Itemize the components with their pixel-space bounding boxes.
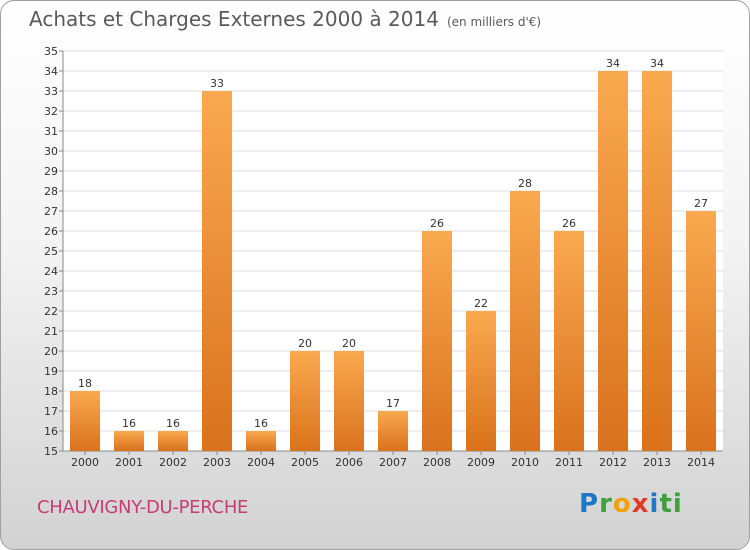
y-tick-label: 16 <box>44 425 58 438</box>
chart-title-text: Achats et Charges Externes 2000 à 2014 <box>29 7 439 31</box>
axes: 15 16 17 18 19 20 21 22 23 24 25 26 27 28 29 30 31 32 33 34… <box>44 45 723 469</box>
bar-2013[interactable] <box>642 71 672 451</box>
logo-letter: ti <box>659 489 683 519</box>
proxiti-logo[interactable]: Proxiti <box>579 489 683 519</box>
bar-2000[interactable] <box>70 391 100 451</box>
bar-2008[interactable] <box>422 231 452 451</box>
x-tick-label: 2014 <box>687 456 715 469</box>
data-label: 16 <box>166 417 180 430</box>
data-label: 17 <box>386 397 400 410</box>
data-label: 34 <box>606 57 620 70</box>
data-label: 20 <box>298 337 312 350</box>
logo-letter: P <box>579 489 600 519</box>
y-tick-label: 25 <box>44 245 58 258</box>
data-label: 28 <box>518 177 532 190</box>
bar-2002[interactable] <box>158 431 188 451</box>
y-tick-label: 23 <box>44 285 58 298</box>
bars <box>70 71 716 451</box>
bar-2009[interactable] <box>466 311 496 451</box>
x-tick-label: 2009 <box>467 456 495 469</box>
data-label: 26 <box>562 217 576 230</box>
x-tick-label: 2004 <box>247 456 275 469</box>
logo-letter: x <box>631 489 650 519</box>
bar-2006[interactable] <box>334 351 364 451</box>
data-label: 16 <box>122 417 136 430</box>
data-label: 18 <box>78 377 92 390</box>
logo-letter: i <box>649 489 660 519</box>
y-tick-label: 28 <box>44 185 58 198</box>
bar-2003[interactable] <box>202 91 232 451</box>
y-tick-label: 33 <box>44 85 58 98</box>
x-tick-label: 2011 <box>555 456 583 469</box>
x-tick-label: 2006 <box>335 456 363 469</box>
x-tick-label: 2008 <box>423 456 451 469</box>
data-labels: 18 16 16 33 16 20 20 17 26 22 28 26 34 34 27 <box>78 57 708 430</box>
bar-2001[interactable] <box>114 431 144 451</box>
town-name: CHAUVIGNY-DU-PERCHE <box>37 497 249 518</box>
chart-title: Achats et Charges Externes 2000 à 2014 (e… <box>29 7 541 31</box>
x-tick-label: 2001 <box>115 456 143 469</box>
bar-2004[interactable] <box>246 431 276 451</box>
bar-2007[interactable] <box>378 411 408 451</box>
y-tick-label: 17 <box>44 405 58 418</box>
data-label: 22 <box>474 297 488 310</box>
x-tick-label: 2000 <box>71 456 99 469</box>
y-tick-label: 29 <box>44 165 58 178</box>
y-tick-label: 32 <box>44 105 58 118</box>
y-tick-label: 24 <box>44 265 58 278</box>
data-label: 26 <box>430 217 444 230</box>
y-tick-label: 22 <box>44 305 58 318</box>
x-tick-label: 2002 <box>159 456 187 469</box>
data-label: 16 <box>254 417 268 430</box>
y-tick-label: 21 <box>44 325 58 338</box>
bar-2010[interactable] <box>510 191 540 451</box>
x-tick-label: 2013 <box>643 456 671 469</box>
y-tick-label: 26 <box>44 225 58 238</box>
y-tick-label: 34 <box>44 65 58 78</box>
y-tick-label: 31 <box>44 125 58 138</box>
y-tick-label: 27 <box>44 205 58 218</box>
data-label: 33 <box>210 77 224 90</box>
data-label: 27 <box>694 197 708 210</box>
y-tick-label: 20 <box>44 345 58 358</box>
data-label: 20 <box>342 337 356 350</box>
y-tick-label: 35 <box>44 45 58 58</box>
data-label: 34 <box>650 57 664 70</box>
x-tick-label: 2003 <box>203 456 231 469</box>
x-tick-label: 2007 <box>379 456 407 469</box>
logo-letter: r <box>599 489 613 519</box>
x-tick-label: 2012 <box>599 456 627 469</box>
x-tick-label: 2005 <box>291 456 319 469</box>
logo-letter: o <box>612 489 632 519</box>
bar-2012[interactable] <box>598 71 628 451</box>
y-tick-label: 18 <box>44 385 58 398</box>
bar-2011[interactable] <box>554 231 584 451</box>
chart-unit: (en milliers d'€) <box>446 15 542 29</box>
y-tick-label: 19 <box>44 365 58 378</box>
x-tick-label: 2010 <box>511 456 539 469</box>
y-tick-label: 15 <box>44 445 58 458</box>
bar-2014[interactable] <box>686 211 716 451</box>
bar-2005[interactable] <box>290 351 320 451</box>
y-tick-label: 30 <box>44 145 58 158</box>
